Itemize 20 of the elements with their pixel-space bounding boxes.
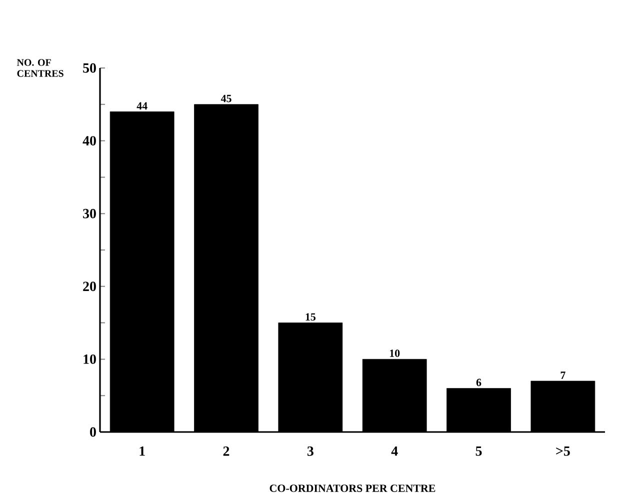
x-axis-title: CO-ORDINATORS PER CENTRE: [270, 484, 436, 492]
y-tick-label: 50: [83, 63, 96, 73]
x-tick-label: 2: [223, 446, 230, 456]
data-label: 45: [220, 94, 232, 102]
data-label: 44: [136, 102, 148, 110]
x-tick-label: 1: [140, 446, 145, 456]
y-tick-label: 30: [83, 208, 96, 218]
x-tick-label: 4: [391, 446, 398, 456]
y-tick-label: 0: [90, 427, 96, 437]
y-axis-title: NO. OF CENTRES: [16, 59, 64, 77]
y-tick-label: 10: [84, 354, 96, 364]
y-tick-label: 40: [82, 136, 96, 146]
y-tick-label: 20: [83, 282, 96, 292]
x-tick-label: 3: [307, 446, 314, 456]
data-label: 10: [390, 350, 400, 358]
x-tick-label: >5: [556, 446, 570, 456]
data-label: 15: [306, 313, 316, 321]
data-label: 7: [560, 372, 566, 379]
data-label: 6: [476, 378, 482, 386]
x-tick-label: 5: [476, 446, 482, 456]
